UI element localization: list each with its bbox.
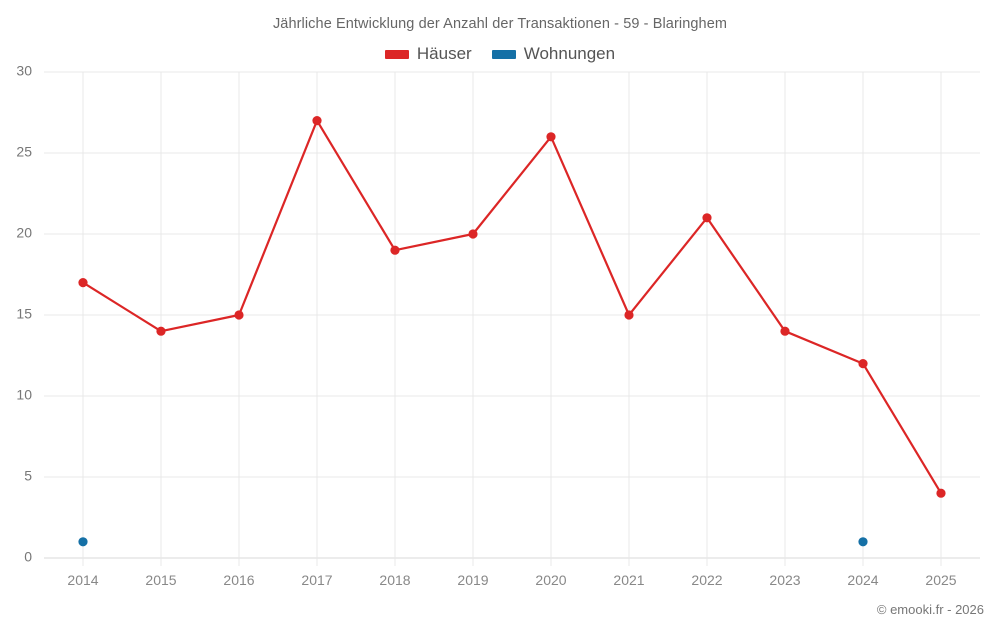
series-line-h-user [81,119,943,495]
x-axis-tick-label: 2014 [67,572,98,588]
x-axis-tick-label: 2024 [847,572,878,588]
chart-title: Jährliche Entwicklung der Anzahl der Tra… [272,16,728,32]
data-point-h-user-2019[interactable]: 2019: 20 [468,229,478,239]
data-point-h-user-2022[interactable]: 2022: 21 [702,213,712,223]
copyright-footer: © emooki.fr - 2026 [876,602,984,617]
x-axis-tick-label: 2021 [613,572,644,588]
y-axis-tick-label: 5 [24,468,32,484]
data-point-wohnungen-2014[interactable]: 2014: 1 [78,537,88,547]
legend-swatch-icon [384,49,409,59]
x-axis-tick-label: 2022 [691,572,722,588]
x-axis-tick-label: 2023 [769,572,800,588]
legend-label-hauser: Häuser [416,44,472,63]
x-axis-tick-label: 2019 [457,572,488,588]
y-axis-tick-label: 15 [16,306,32,322]
x-axis-tick-label: 2015 [145,572,176,588]
data-point-h-user-2023[interactable]: 2023: 14 [780,326,790,336]
data-point-h-user-2014[interactable]: 2014: 17 [78,278,88,288]
x-axis-tick-label: 2016 [223,572,254,588]
x-axis-tick-labels: 2014 2015 2016 2017 2018 2019 2020 2021 2022 2023… [67,572,956,588]
grid-lines [44,71,980,566]
x-axis-tick-label: 2018 [379,572,410,588]
y-axis-tick-labels: 0 5 10 15 20 25 30 [16,63,32,565]
legend-item-wohnungen[interactable]: Wohnungen [491,44,616,64]
y-axis-tick-label: 30 [16,63,32,79]
legend-item-hauser[interactable]: Häuser [384,44,472,64]
legend-label-wohnungen: Wohnungen [523,44,616,63]
y-axis-tick-label: 25 [16,144,32,160]
data-point-h-user-2025[interactable]: 2025: 4 [936,488,946,498]
data-point-h-user-2018[interactable]: 2018: 19 [390,245,400,255]
data-point-h-user-2015[interactable]: 2015: 14 [156,326,166,336]
data-point-h-user-2024[interactable]: 2024: 12 [858,359,868,369]
legend-swatch-icon [491,49,516,59]
data-point-h-user-2020[interactable]: 2020: 26 [546,132,556,142]
data-point-h-user-2021[interactable]: 2021: 15 [624,310,634,320]
x-axis-tick-label: 2020 [535,572,566,588]
data-point-h-user-2016[interactable]: 2016: 15 [234,310,244,320]
chart-legend: Häuser Wohnungen [0,44,1000,64]
data-point-wohnungen-2024[interactable]: 2024: 1 [858,537,868,547]
x-axis-tick-label: 2025 [925,572,956,588]
y-axis-tick-label: 10 [16,387,32,403]
x-axis-tick-label: 2017 [301,572,332,588]
data-point-h-user-2017[interactable]: 2017: 27 [312,116,322,126]
data-series-layer: 2014: 17 2015: 14 2016: 15 2017: 27 2018: 19… [78,116,946,547]
y-axis-tick-label: 0 [24,549,32,565]
y-axis-tick-label: 20 [16,225,32,241]
